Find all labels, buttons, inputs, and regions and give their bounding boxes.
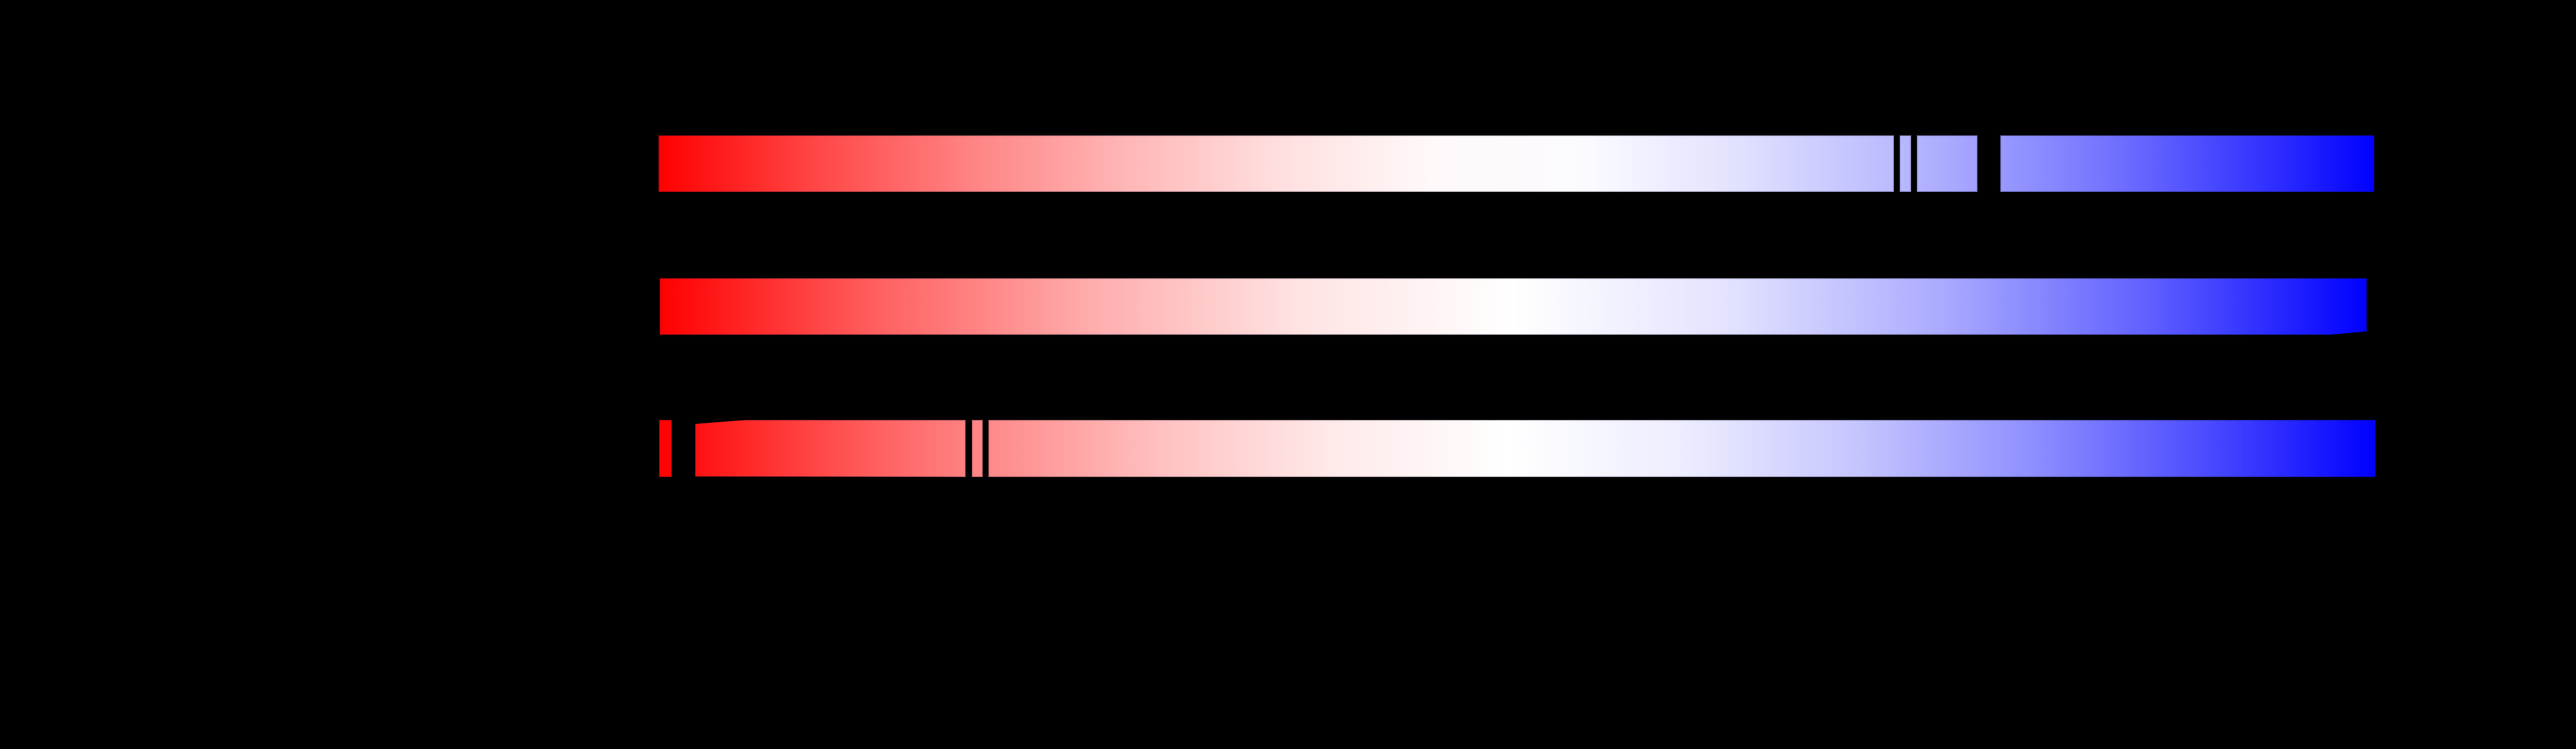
gradient-segment [695,420,966,477]
gradient-segment [972,420,983,477]
gradient-segment [1917,135,1977,192]
gradient-segment [2000,135,2374,192]
gradient-segment [988,420,2375,477]
gradient-segment [659,420,672,477]
gradient-segment [659,135,1894,192]
gradient-segment [1900,135,1911,192]
gradient-track-2 [0,278,2576,335]
gradient-track-1 [0,135,2576,192]
gradient-track-3 [0,420,2576,477]
gradient-segment [660,278,2367,335]
